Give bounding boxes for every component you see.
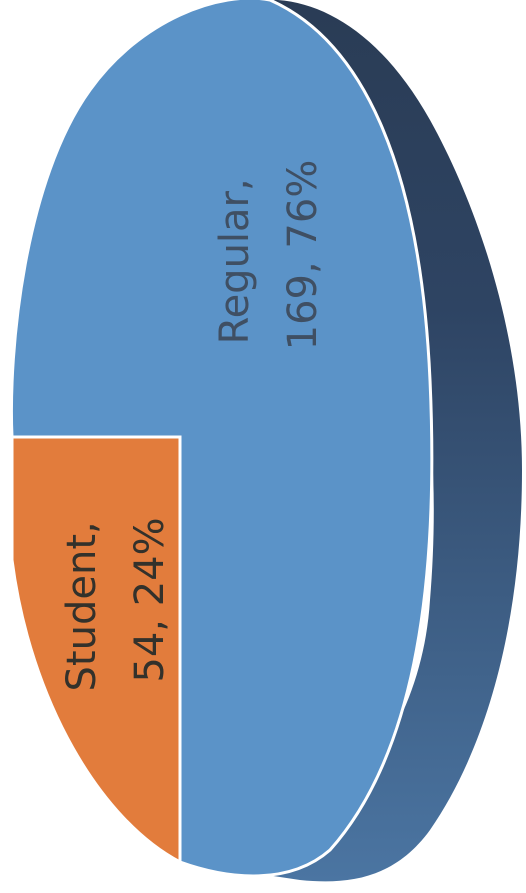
data-label-student-values: 54, 24%: [127, 517, 173, 682]
data-label-regular-values: 169, 76%: [280, 160, 326, 351]
pie-slice-regular: [12, 0, 434, 878]
data-label-regular-name: Regular,: [212, 178, 258, 344]
data-label-regular: Regular, 169, 76%: [212, 160, 326, 351]
pie-depth-side: [180, 0, 522, 882]
data-label-student: Student, 54, 24%: [59, 509, 173, 692]
pie-slice-student: [12, 435, 182, 865]
data-label-student-name: Student,: [59, 521, 105, 691]
